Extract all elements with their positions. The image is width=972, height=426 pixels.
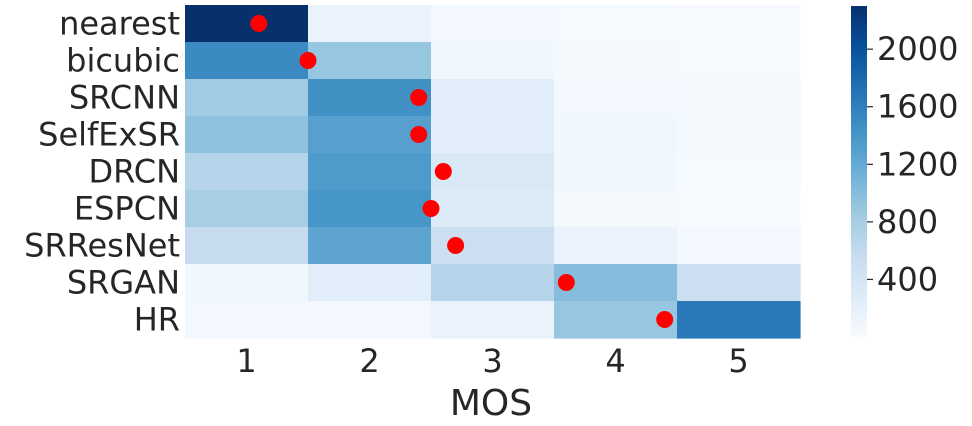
colorbar-tick-label: 800 <box>877 203 938 241</box>
x-tick-label: 5 <box>728 342 748 380</box>
colorbar-tick-label: 1600 <box>877 88 958 126</box>
heatmap-cell-SRGAN-1 <box>185 264 309 302</box>
mos-marker <box>557 274 575 291</box>
heatmap-cell-ESPCN-1 <box>185 190 309 228</box>
heatmap-cell-SRResNet-2 <box>308 227 432 265</box>
heatmap-cell-DRCN-4 <box>554 153 678 191</box>
heatmap-cell-SelfExSR-5 <box>677 116 801 154</box>
mean-opinion-score-markers <box>250 15 674 328</box>
heatmap-cell-SRCNN-5 <box>677 79 801 117</box>
heatmap-cell-nearest-1 <box>185 5 309 43</box>
heatmap-cell-HR-3 <box>431 301 555 339</box>
colorbar-tick-label: 400 <box>877 260 938 298</box>
heatmap-cell-nearest-4 <box>554 5 678 43</box>
heatmap-cell-nearest-2 <box>308 5 432 43</box>
heatmap-cell-DRCN-5 <box>677 153 801 191</box>
heatmap-cell-ESPCN-3 <box>431 190 555 228</box>
heatmap-cell-bicubic-5 <box>677 42 801 80</box>
heatmap-cell-ESPCN-2 <box>308 190 432 228</box>
heatmap-cell-DRCN-1 <box>185 153 309 191</box>
y-tick-label: SelfExSR <box>38 116 180 154</box>
heatmap-cell-bicubic-1 <box>185 42 309 80</box>
y-tick-label: HR <box>134 301 180 339</box>
heatmap-cell-bicubic-2 <box>308 42 432 80</box>
heatmap-cell-nearest-3 <box>431 5 555 43</box>
heatmap-cell-HR-2 <box>308 301 432 339</box>
x-axis-title: MOS <box>450 383 532 424</box>
x-tick-label: 3 <box>482 342 502 380</box>
heatmap-cell-HR-5 <box>677 301 801 339</box>
heatmap-cell-SRResNet-1 <box>185 227 309 265</box>
heatmap-cell-bicubic-3 <box>431 42 555 80</box>
mos-marker <box>299 52 317 69</box>
y-tick-label: nearest <box>59 5 180 43</box>
colorbar-tick-label: 1200 <box>877 145 958 183</box>
heatmap-cell-DRCN-2 <box>308 153 432 191</box>
x-tick-label: 4 <box>605 342 625 380</box>
heatmap-cell-ESPCN-5 <box>677 190 801 228</box>
y-tick-label: SRCNN <box>69 79 180 117</box>
y-tick-label: DRCN <box>88 153 180 191</box>
mos-marker <box>656 311 674 328</box>
colorbar-tick-labels: 400 800 1200 1600 2000 <box>867 30 958 298</box>
heatmap-cell-bicubic-4 <box>554 42 678 80</box>
y-tick-label: SRResNet <box>24 227 180 265</box>
heatmap-cell-SRGAN-2 <box>308 264 432 302</box>
mos-marker <box>410 126 428 143</box>
heatmap-cells <box>185 5 801 339</box>
heatmap-cell-ESPCN-4 <box>554 190 678 228</box>
heatmap-cell-SRGAN-3 <box>431 264 555 302</box>
heatmap-cell-SRCNN-3 <box>431 79 555 117</box>
heatmap-cell-SelfExSR-1 <box>185 116 309 154</box>
y-tick-labels: nearestbicubicSRCNNSelfExSRDRCNESPCNSRRe… <box>24 5 180 339</box>
heatmap-cell-SelfExSR-4 <box>554 116 678 154</box>
y-tick-label: ESPCN <box>74 190 180 228</box>
heatmap-cell-SRResNet-4 <box>554 227 678 265</box>
heatmap-cell-SRGAN-5 <box>677 264 801 302</box>
mos-marker <box>250 15 268 32</box>
mos-marker <box>410 89 428 106</box>
x-tick-label: 2 <box>359 342 379 380</box>
mos-marker <box>447 237 465 254</box>
heatmap-cell-SRCNN-1 <box>185 79 309 117</box>
x-tick-labels: 1 2 3 4 5 <box>236 342 748 380</box>
x-tick-label: 1 <box>236 342 256 380</box>
colorbar-tick-label: 2000 <box>877 30 958 68</box>
heatmap-cell-SRResNet-5 <box>677 227 801 265</box>
colorbar <box>851 6 867 337</box>
heatmap-cell-HR-1 <box>185 301 309 339</box>
y-tick-label: bicubic <box>66 42 180 80</box>
mos-marker <box>434 163 452 180</box>
heatmap-cell-nearest-5 <box>677 5 801 43</box>
heatmap-cell-SRCNN-4 <box>554 79 678 117</box>
y-tick-label: SRGAN <box>67 264 180 302</box>
heatmap-cell-SelfExSR-3 <box>431 116 555 154</box>
mos-marker <box>422 200 440 217</box>
